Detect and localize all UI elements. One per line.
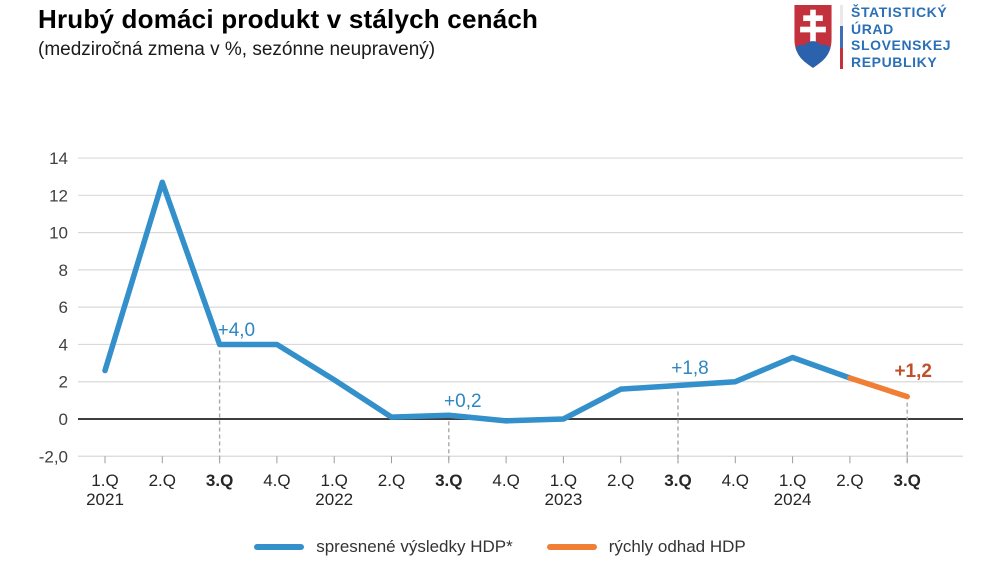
- x-year-label: 2022: [315, 490, 353, 509]
- x-tick-label: 2.Q: [149, 471, 176, 490]
- legend-label: rýchly odhad HDP: [608, 537, 746, 556]
- x-tick-label: 1.Q: [320, 471, 347, 490]
- data-point-annotation: +4,0: [218, 320, 256, 341]
- x-tick-label: 3.Q: [664, 471, 691, 490]
- page-subtitle: (medziročná zmena v %, sezónne neupraven…: [38, 39, 436, 60]
- slovak-coat-of-arms-icon: [794, 5, 832, 68]
- y-tick-label: 12: [49, 186, 68, 205]
- x-tick-label: 2.Q: [607, 471, 634, 490]
- y-tick-label: 0: [59, 410, 68, 429]
- chart-legend: spresnené výsledky HDP* rýchly odhad HDP: [0, 537, 1000, 557]
- x-tick-label: 3.Q: [435, 471, 462, 490]
- x-tick-label: 2.Q: [378, 471, 405, 490]
- data-point-annotation: +1,8: [671, 358, 709, 379]
- y-tick-label: -2,0: [39, 447, 68, 466]
- x-tick-label: 4.Q: [722, 471, 749, 490]
- flash-estimate-line: [847, 375, 910, 400]
- logo-text-line: ÚRAD: [851, 20, 894, 37]
- x-tick-label: 4.Q: [263, 471, 290, 490]
- y-tick-label: 6: [59, 298, 68, 317]
- data-point-annotation: +1,2: [894, 361, 932, 382]
- y-tick-label: 4: [59, 335, 68, 354]
- revised-gdp-line: [102, 179, 853, 424]
- logo-text-line: SLOVENSKEJ: [851, 37, 952, 53]
- x-tick-label: 3.Q: [206, 471, 233, 490]
- logo-text: ŠTATISTICKÝ ÚRAD SLOVENSKEJ REPUBLIKY: [851, 4, 951, 70]
- y-tick-label: 2: [59, 373, 68, 392]
- flash-estimate-line-swatch: [546, 544, 597, 550]
- logo-text-line: REPUBLIKY: [851, 53, 938, 70]
- x-tick-label: 3.Q: [893, 471, 920, 490]
- x-tick-label: 4.Q: [492, 471, 519, 490]
- legend-label: spresnené výsledky HDP*: [316, 537, 513, 556]
- x-tick-label: 1.Q: [91, 471, 118, 490]
- x-year-label: 2024: [774, 490, 812, 509]
- logo-text-line: ŠTATISTICKÝ: [851, 4, 948, 20]
- x-year-label: 2021: [86, 490, 124, 509]
- data-point-annotation: +0,2: [444, 391, 482, 412]
- logo-tricolor-divider: [840, 5, 843, 69]
- statistical-office-logo: ŠTATISTICKÝ ÚRAD SLOVENSKEJ REPUBLIKY: [792, 3, 951, 71]
- page-title: Hrubý domáci produkt v stálych cenách: [38, 4, 539, 34]
- x-tick-label: 1.Q: [779, 471, 806, 490]
- revised-gdp-line-swatch: [254, 544, 305, 550]
- x-tick-label: 1.Q: [550, 471, 577, 490]
- y-tick-label: 8: [59, 261, 68, 280]
- y-tick-label: 14: [49, 149, 68, 168]
- y-tick-label: 10: [49, 224, 68, 243]
- x-year-label: 2023: [544, 490, 582, 509]
- legend-item-revised-gdp: spresnené výsledky HDP*: [254, 537, 513, 557]
- x-tick-label: 2.Q: [836, 471, 863, 490]
- legend-item-flash-estimate: rýchly odhad HDP: [546, 537, 746, 557]
